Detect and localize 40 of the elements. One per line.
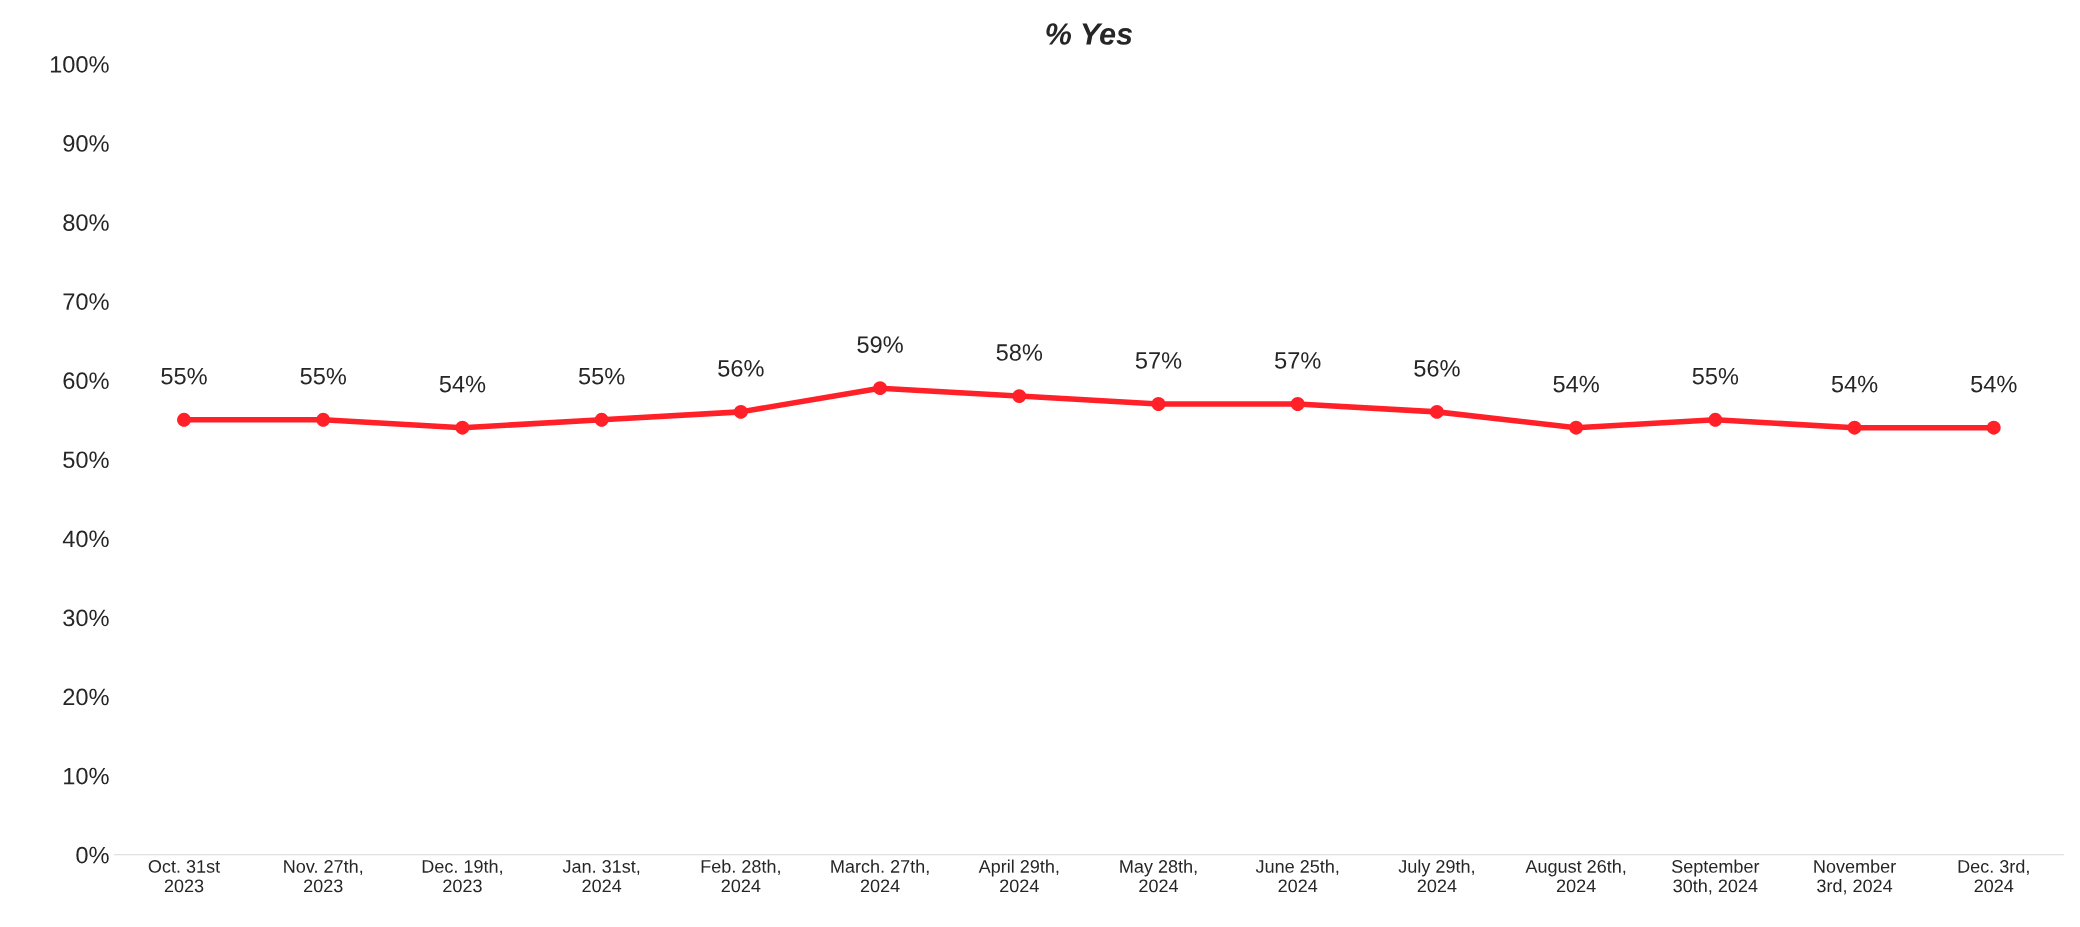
data-label: 55% [1692,367,1739,385]
data-label: 54% [1831,375,1878,393]
data-label: 56% [1414,359,1460,377]
chart-title: % Yes [1046,23,1133,45]
data-label: 57% [1275,352,1321,369]
data-label: 55% [161,367,207,385]
x-tick-label: Dec. 3rd, 2024 [1958,859,2029,893]
x-tick-label: August 26th, 2024 [1525,859,1626,893]
data-label: 55% [300,367,347,385]
data-label: 54% [1971,375,2017,393]
data-label: 57% [1135,352,1182,369]
x-tick-label: Dec. 19th, 2023 [422,859,502,893]
x-tick-label: Oct. 31st 2023 [148,860,220,893]
y-tick-label: 10% [64,767,109,785]
data-label: 55% [578,367,625,385]
y-tick-label: 20% [63,688,109,706]
y-tick-label: 70% [63,293,109,310]
x-tick-label: March. 27th, 2024 [831,859,929,893]
data-label: 56% [718,359,764,377]
y-tick-label: 80% [63,214,109,231]
y-tick-label: 60% [63,372,109,390]
y-tick-label: 40% [62,530,109,548]
y-tick-label: 0% [76,846,109,864]
x-tick-label: June 25th, 2024 [1255,859,1339,893]
y-tick-label: 30% [63,609,109,627]
data-label: 59% [857,336,903,353]
y-tick-label: 50% [63,451,109,469]
x-tick-label: Feb. 28th, 2024 [701,859,780,893]
data-label: 54% [439,375,486,393]
x-tick-label: April 29th, 2024 [978,859,1059,893]
data-label: 58% [996,344,1043,361]
x-tick-label: July 29th, 2024 [1398,859,1474,893]
x-tick-label: Jan. 31st, 2024 [562,860,640,893]
x-tick-label: September 30th, 2024 [1672,859,1760,895]
x-tick-label: Nov. 27th, 2023 [284,859,363,893]
y-tick-label: 90% [63,135,109,152]
x-tick-label: May 28th, 2024 [1120,859,1197,893]
x-tick-label: November 3rd, 2024 [1814,859,1896,895]
data-label: 54% [1553,375,1599,393]
y-tick-label: 100% [50,56,109,73]
